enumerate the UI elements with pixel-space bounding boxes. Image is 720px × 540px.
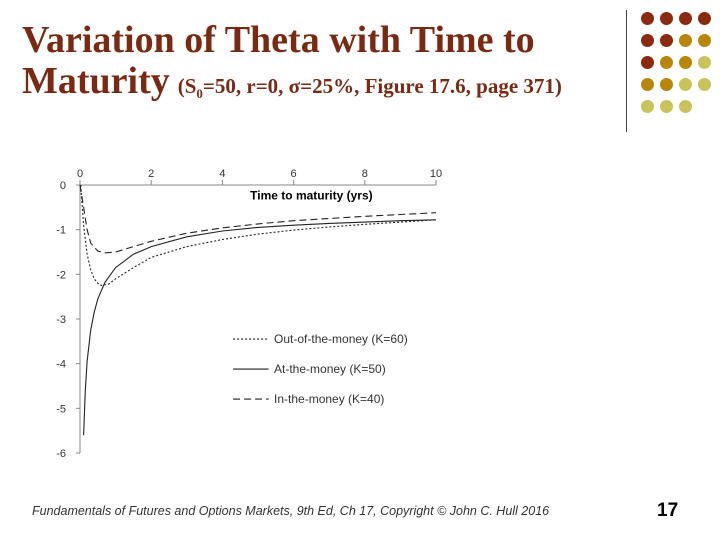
decor-dot [679,56,692,69]
legend-entry: In-the-money (K=40) [274,392,384,406]
decor-dot [660,56,673,69]
decor-dot [641,12,654,25]
legend-entry: At-the-money (K=50) [274,362,386,376]
y-tick-label: 0 [60,180,66,192]
x-tick-label: 2 [148,168,154,180]
decor-dot [641,100,654,113]
footer-copyright: Fundamentals of Futures and Options Mark… [32,504,550,518]
subtitle-post: =50, r=0, σ=25%, Figure 17.6, page 371) [202,74,562,99]
decor-dot [679,12,692,25]
title-parameters: (S0=50, r=0, σ=25%, Figure 17.6, page 37… [177,74,562,102]
legend-entry: Out-of-the-money (K=60) [274,332,408,346]
x-tick-label: 0 [77,168,83,180]
decor-dot [641,34,654,47]
y-tick-label: -3 [56,314,66,326]
decor-dot [698,12,711,25]
x-tick-label: 8 [362,168,368,180]
page-number: 17 [657,500,679,521]
title-divider [626,10,627,132]
decor-dot [679,78,692,91]
decor-dot [660,78,673,91]
y-axis: 0 -1 -2 -3 -4 -5 -6 [56,180,81,460]
decor-dot [660,34,673,47]
x-tick-label: 10 [430,168,442,180]
slide-title: Variation of Theta with Time to Maturity… [22,19,622,103]
subtitle-pre: (S [177,74,197,99]
decor-dot [660,100,673,113]
decor-dot [660,12,673,25]
series-line [80,184,437,287]
y-tick-label: -1 [56,225,66,237]
legend: Out-of-the-money (K=60) At-the-money (K=5… [233,332,408,406]
series-layer [79,184,437,436]
title-line-2: Maturity [22,60,170,103]
decor-dot [698,78,711,91]
x-tick-label: 6 [291,168,297,180]
decor-dot [679,34,692,47]
series-line [83,219,437,436]
y-tick-label: -2 [56,269,66,281]
decor-dot [698,34,711,47]
y-tick-label: -4 [56,359,66,371]
y-tick-label: -5 [56,403,66,415]
decor-dot [698,56,711,69]
title-line-1: Variation of Theta with Time to [22,19,535,61]
decorative-dot-grid [638,10,720,130]
decor-dot [641,56,654,69]
x-tick-label: 4 [219,168,225,180]
decor-dot [641,78,654,91]
x-axis-label: Time to maturity (yrs) [250,188,372,202]
theta-chart: 0 2 4 6 8 10 0 -1 -2 -3 -4 -5 -6 Time to maturity (… [56,168,442,460]
decor-dot [679,100,692,113]
subtitle-sub: 0 [196,86,203,102]
series-line [79,184,437,254]
x-axis: 0 2 4 6 8 10 [77,168,442,186]
y-tick-label: -6 [56,448,66,460]
